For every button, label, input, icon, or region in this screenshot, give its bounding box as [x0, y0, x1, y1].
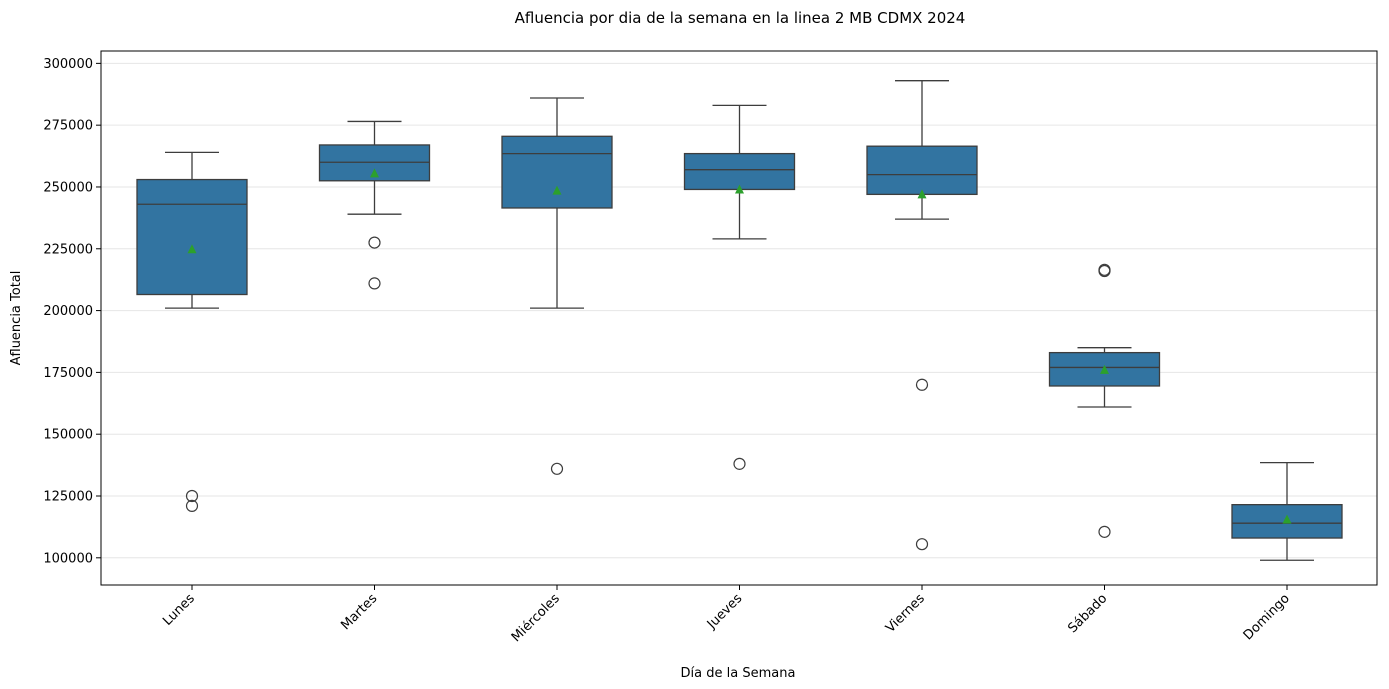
box-viernes — [866, 80, 978, 551]
box-iqr — [683, 152, 796, 191]
y-axis: 100000 125000 150000 175000 200000 225000 2500… — [43, 57, 101, 566]
box-series — [136, 80, 1343, 561]
box-iqr — [136, 178, 248, 296]
mean-marker — [1282, 514, 1292, 524]
box-iqr — [866, 145, 978, 196]
mean-marker — [735, 184, 744, 194]
outlier-point — [1098, 264, 1111, 278]
mean-marker — [187, 244, 197, 254]
box-martes — [318, 120, 431, 290]
x-tick-label: Sábado — [1065, 591, 1110, 636]
y-tick-label: 125000 — [43, 490, 93, 505]
outlier-point — [185, 489, 199, 503]
grid-lines — [101, 62, 1377, 559]
box-sábado — [1048, 263, 1161, 538]
mean-marker — [370, 168, 379, 178]
outlier-point — [368, 236, 381, 249]
y-tick-label: 100000 — [43, 551, 93, 566]
y-tick-label: 300000 — [43, 57, 93, 72]
outlier-point — [915, 378, 929, 391]
x-tick-label: Jueves — [704, 591, 746, 633]
box-iqr — [1231, 504, 1343, 539]
y-tick-label: 175000 — [43, 366, 93, 381]
outlier-point — [1098, 525, 1111, 538]
outlier-point — [368, 277, 381, 290]
x-axis-label: Día de la Semana — [681, 666, 796, 681]
x-tick-label: Miércoles — [509, 591, 563, 645]
outlier-point — [915, 538, 929, 551]
box-jueves — [683, 104, 796, 470]
outlier-point — [185, 499, 199, 512]
y-tick-label: 150000 — [43, 428, 93, 443]
outlier-point — [550, 462, 564, 475]
box-domingo — [1231, 461, 1343, 561]
y-tick-label: 225000 — [43, 242, 93, 257]
y-tick-label: 250000 — [43, 180, 93, 195]
mean-marker — [917, 189, 927, 199]
x-axis: Lunes Martes Miércoles Jueves Viernes Sábado D… — [160, 585, 1293, 645]
box-miércoles — [501, 97, 613, 475]
y-axis-label: Afluencia Total — [9, 271, 24, 366]
outlier-point — [733, 457, 746, 470]
chart-title: Afluencia por dia de la semana en la lin… — [515, 9, 966, 27]
y-tick-label: 200000 — [43, 304, 93, 319]
x-tick-label: Domingo — [1241, 591, 1293, 643]
x-tick-label: Viernes — [883, 591, 928, 636]
box-iqr — [501, 135, 613, 209]
mean-marker — [552, 185, 562, 195]
plot-frame — [100, 50, 1378, 586]
y-tick-label: 275000 — [43, 119, 93, 134]
mean-marker — [1100, 364, 1109, 374]
box-lunes — [136, 151, 248, 512]
x-tick-label: Lunes — [160, 591, 198, 629]
x-tick-label: Martes — [338, 591, 380, 633]
